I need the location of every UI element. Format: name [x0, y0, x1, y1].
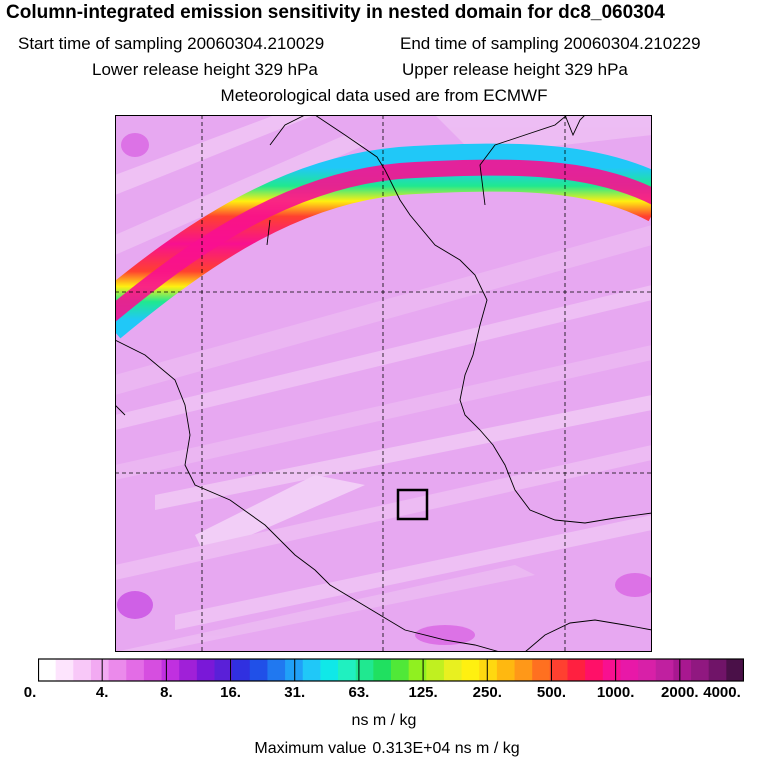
colorbar-cell: [496, 659, 516, 681]
colorbar-cell: [108, 659, 127, 681]
receptor-box: [396, 488, 429, 521]
graticule: [115, 115, 652, 652]
sensitivity-map: [115, 115, 652, 652]
colorbar-cell: [532, 659, 551, 681]
colorbar-cell: [549, 659, 568, 681]
colorbar-cell: [179, 659, 198, 681]
colorbar-cell: [408, 659, 427, 681]
colorbar-cell: [320, 659, 339, 681]
colorbar-units: ns m / kg: [351, 712, 417, 729]
colorbar-cell: [355, 659, 374, 681]
maximum-value-label: Maximum value 0.313E+04 ns m / kg: [0, 740, 768, 758]
colorbar-cell: [673, 659, 692, 681]
colorbar-cell: [285, 659, 304, 681]
colorbar-cell: [443, 659, 463, 681]
colorbar-cell: [214, 659, 233, 681]
colorbar-tick-label: 4.: [95, 684, 109, 701]
colorbar-frame: [38, 658, 744, 682]
colorbar-tick-label: 0.: [23, 684, 37, 701]
max-label: Maximum value: [254, 740, 367, 757]
colorbar-cell: [73, 659, 92, 681]
lower-height-label: Lower release height 329 hPa: [92, 60, 318, 79]
colorbar-cell: [708, 659, 727, 681]
colorbar-cell: [143, 659, 163, 681]
start-time-label: Start time of sampling 20060304.210029: [18, 34, 325, 53]
colorbar-cell: [638, 659, 657, 681]
colorbar-cell: [373, 659, 392, 681]
colorbar-tick-label: 4000.: [703, 684, 741, 701]
colorbar-cell: [426, 659, 445, 681]
colorbar-cell: [267, 659, 286, 681]
colorbar-cell: [302, 659, 321, 681]
colorbar-cell: [249, 659, 268, 681]
colorbar-cell: [338, 659, 357, 681]
colorbar-cell: [567, 659, 586, 681]
colorbar-cell: [196, 659, 215, 681]
coastlines: [115, 115, 652, 652]
colorbar-cell: [585, 659, 604, 681]
colorbar-cell: [655, 659, 674, 681]
purple-patches: [117, 133, 652, 645]
colorbar-tick-label: 125.: [408, 684, 438, 701]
colorbar-cell: [90, 659, 110, 681]
max-value: 0.313E+04 ns m / kg: [372, 740, 520, 757]
colorbar-cell: [232, 659, 251, 681]
colorbar-cell: [514, 659, 533, 681]
colorbar-cell: [126, 659, 145, 681]
colorbar-tick-label: 8.: [160, 684, 173, 701]
colorbar-cell: [726, 659, 744, 681]
colorbar-cell: [602, 659, 621, 681]
colorbar-tick-label: 2000.: [661, 684, 699, 701]
colorbar-cell: [620, 659, 639, 681]
colorbar-cell: [161, 659, 180, 681]
met-data-label: Meteorological data used are from ECMWF: [220, 86, 548, 105]
colorbar-tick-label: 500.: [536, 684, 567, 701]
colorbar-cell: [479, 659, 498, 681]
colorbar-cell: [55, 659, 74, 681]
colorbar-tick-label: 31.: [284, 684, 306, 701]
colorbar-tick-label: 1000.: [596, 684, 635, 701]
end-time-label: End time of sampling 20060304.210229: [400, 34, 701, 53]
colorbar: [38, 658, 744, 682]
colorbar-cell: [461, 659, 480, 681]
colorbar-tick-label: 16.: [220, 684, 241, 701]
colorbar-cell: [691, 659, 710, 681]
colorbar-cell: [391, 659, 410, 681]
colorbar-cell: [38, 659, 57, 681]
colorbar-tick-label: 250.: [472, 684, 502, 701]
plot-title: Column-integrated emission sensitivity i…: [6, 2, 665, 23]
upper-height-label: Upper release height 329 hPa: [402, 60, 628, 79]
colorbar-tick-label: 63.: [348, 684, 370, 701]
